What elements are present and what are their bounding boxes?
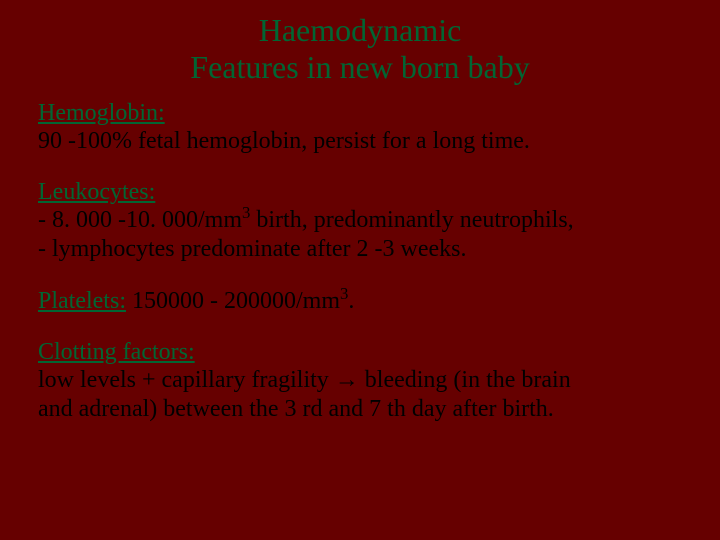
- title-line-2: Features in new born baby: [190, 49, 529, 85]
- section-clotting: Clotting factors: low levels + capillary…: [38, 339, 682, 424]
- leukocytes-heading: Leukocytes:: [38, 179, 155, 205]
- clotting-line-2: and adrenal) between the 3 rd and 7 th d…: [38, 396, 554, 422]
- slide-container: Haemodynamic Features in new born baby H…: [0, 0, 720, 460]
- hemoglobin-heading: Hemoglobin:: [38, 100, 165, 126]
- clotting-line-1: low levels + capillary fragility → bleed…: [38, 367, 571, 393]
- hemoglobin-text: 90 -100% fetal hemoglobin, persist for a…: [38, 128, 530, 154]
- section-platelets: Platelets: 150000 - 200000/mm3.: [38, 288, 682, 315]
- clotting-heading: Clotting factors:: [38, 339, 195, 365]
- leukocytes-line-2: - lymphocytes predominate after 2 -3 wee…: [38, 236, 467, 262]
- slide-title: Haemodynamic Features in new born baby: [138, 12, 582, 86]
- section-hemoglobin: Hemoglobin: 90 -100% fetal hemoglobin, p…: [38, 100, 682, 156]
- section-leukocytes: Leukocytes: - 8. 000 -10. 000/mm3 birth,…: [38, 179, 682, 264]
- title-line-1: Haemodynamic: [259, 12, 462, 48]
- leukocytes-line-1: - 8. 000 -10. 000/mm3 birth, predominant…: [38, 207, 574, 233]
- platelets-value: 150000 - 200000/mm3.: [126, 288, 354, 314]
- platelets-heading: Platelets:: [38, 288, 126, 314]
